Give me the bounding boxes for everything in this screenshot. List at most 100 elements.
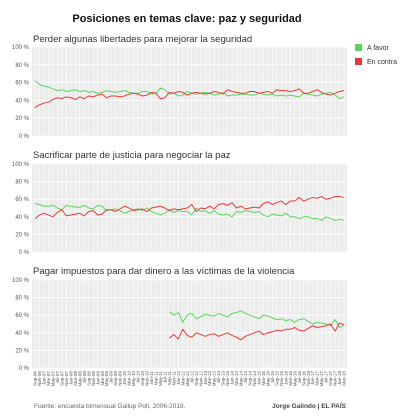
x-tick-label: Jan-17: [310, 371, 315, 385]
x-tick-label: May-07: [51, 371, 56, 387]
y-tick-label: 40 %: [15, 98, 29, 104]
x-tick-label: Sep-09: [113, 371, 118, 386]
plot-area: [32, 280, 347, 368]
series-line-a-favor: [34, 80, 345, 100]
x-tick-label: May-08: [77, 371, 82, 387]
panel-title: Pagar impuestos para dar dinero a las ví…: [33, 266, 295, 277]
y-tick-label: 20 %: [15, 232, 29, 238]
x-tick-label: Jan-08: [68, 371, 73, 385]
credit-note: Jorge Galindo | EL PAÍS: [272, 401, 346, 410]
x-tick-label: Sep-10: [140, 371, 145, 386]
x-tick-label: Jul-14: [243, 371, 248, 384]
x-axis: Sep-06 Nov-06 Jan-07 Mar-07 May-07 Jul-07 Sep-…: [33, 371, 347, 387]
x-tick-label: May-14: [239, 371, 244, 387]
y-tick-label: 0 %: [19, 134, 30, 140]
x-tick-label: May-17: [319, 371, 324, 387]
series-line-en-contra: [169, 322, 345, 341]
x-tick-label: Jul-17: [324, 371, 329, 384]
legend-label: En contra: [367, 59, 397, 66]
series-line-en-contra: [34, 196, 345, 219]
x-tick-label: Jul-08: [82, 371, 87, 384]
x-tick-label: Mar-09: [100, 371, 105, 386]
x-tick-label: Jul-15: [270, 371, 275, 384]
panel-2: Sacrificar parte de justicia para negoci…: [12, 150, 347, 256]
x-tick-label: Mar-11: [154, 371, 159, 386]
x-tick-label: Nov-12: [198, 371, 203, 386]
x-tick-label: Mar-08: [73, 371, 78, 386]
y-tick-label: 100 %: [12, 162, 30, 168]
x-tick-label: Jan-14: [230, 371, 235, 385]
legend: A favor En contra: [355, 44, 397, 66]
x-tick-label: May-10: [131, 371, 136, 387]
x-tick-label: Sep-14: [248, 371, 253, 386]
chart-title: Posiciones en temas clave: paz y segurid…: [72, 13, 301, 25]
x-tick-label: Jul-07: [55, 371, 60, 384]
x-tick-label: Jan-10: [122, 371, 127, 385]
y-tick-label: 100 %: [12, 45, 30, 51]
x-tick-label: Nov-15: [279, 371, 284, 386]
x-tick-label: Mar-17: [315, 371, 320, 386]
y-tick-label: 100 %: [12, 278, 30, 284]
x-tick-label: Jul-10: [136, 371, 141, 384]
legend-swatch: [355, 44, 362, 51]
x-tick-label: Sep-07: [59, 371, 64, 386]
x-tick-label: Sep-13: [221, 371, 226, 386]
x-tick-label: Mar-13: [207, 371, 212, 386]
series-line-a-favor: [169, 310, 345, 329]
x-tick-label: Jul-11: [162, 371, 167, 384]
x-tick-label: Mar-12: [180, 371, 185, 386]
y-tick-label: 80 %: [15, 296, 29, 302]
y-tick-label: 40 %: [15, 215, 29, 221]
x-tick-label: Sep-15: [274, 371, 279, 386]
series-line-en-contra: [34, 88, 345, 108]
x-tick-label: Nov-08: [91, 371, 96, 386]
x-tick-label: Mar-10: [127, 371, 132, 386]
x-tick-label: Sep-16: [301, 371, 306, 386]
x-tick-label: Nov-07: [64, 371, 69, 386]
y-tick-label: 0 %: [19, 366, 30, 372]
x-tick-label: Jan-18: [337, 371, 342, 385]
x-tick-label: Nov-13: [225, 371, 230, 386]
panel-title: Perder algunas libertades para mejorar l…: [33, 34, 252, 45]
y-tick-label: 60 %: [15, 313, 29, 319]
x-tick-label: Sep-12: [194, 371, 199, 386]
x-tick-label: May-13: [212, 371, 217, 387]
y-tick-label: 20 %: [15, 116, 29, 122]
panel-1: Perder algunas libertades para mejorar l…: [12, 34, 347, 140]
x-tick-label: Mar-16: [288, 371, 293, 386]
y-tick-label: 80 %: [15, 180, 29, 186]
panel-3: Pagar impuestos para dar dinero a las ví…: [12, 266, 347, 372]
x-tick-label: Sep-11: [167, 371, 172, 386]
x-tick-label: Nov-11: [171, 371, 176, 386]
legend-swatch: [355, 58, 362, 65]
y-tick-label: 0 %: [19, 250, 30, 256]
panel-title: Sacrificar parte de justicia para negoci…: [33, 150, 231, 161]
x-tick-label: Jan-09: [95, 371, 100, 385]
x-tick-label: Nov-09: [118, 371, 123, 386]
x-tick-label: Mar-18: [342, 371, 347, 386]
y-tick-label: 60 %: [15, 197, 29, 203]
x-tick-label: Jul-12: [189, 371, 194, 384]
x-tick-label: Nov-06: [37, 371, 42, 386]
x-tick-label: May-11: [158, 371, 163, 386]
x-tick-label: May-15: [265, 371, 270, 387]
x-tick-label: Nov-16: [306, 371, 311, 386]
x-tick-label: May-09: [104, 371, 109, 387]
x-tick-label: Jan-13: [203, 371, 208, 385]
source-note: Fuente: encuesta bimensual Gallup Poll, …: [34, 403, 186, 410]
plot-area: [32, 164, 347, 252]
x-tick-label: Mar-07: [46, 371, 51, 386]
x-tick-label: Nov-14: [252, 371, 257, 386]
x-tick-label: Jul-13: [216, 371, 221, 384]
x-tick-label: Jan-16: [283, 371, 288, 385]
x-tick-label: Mar-15: [261, 371, 266, 386]
x-tick-label: Jul-09: [109, 371, 114, 384]
x-tick-label: Nov-17: [333, 371, 338, 386]
x-tick-label: Mar-14: [234, 371, 239, 386]
y-tick-label: 60 %: [15, 81, 29, 87]
x-tick-label: Jan-07: [42, 371, 47, 385]
x-tick-label: Jul-16: [297, 371, 302, 384]
x-tick-label: Sep-06: [33, 371, 38, 386]
x-tick-label: Jan-12: [176, 371, 181, 385]
x-tick-label: May-16: [292, 371, 297, 387]
